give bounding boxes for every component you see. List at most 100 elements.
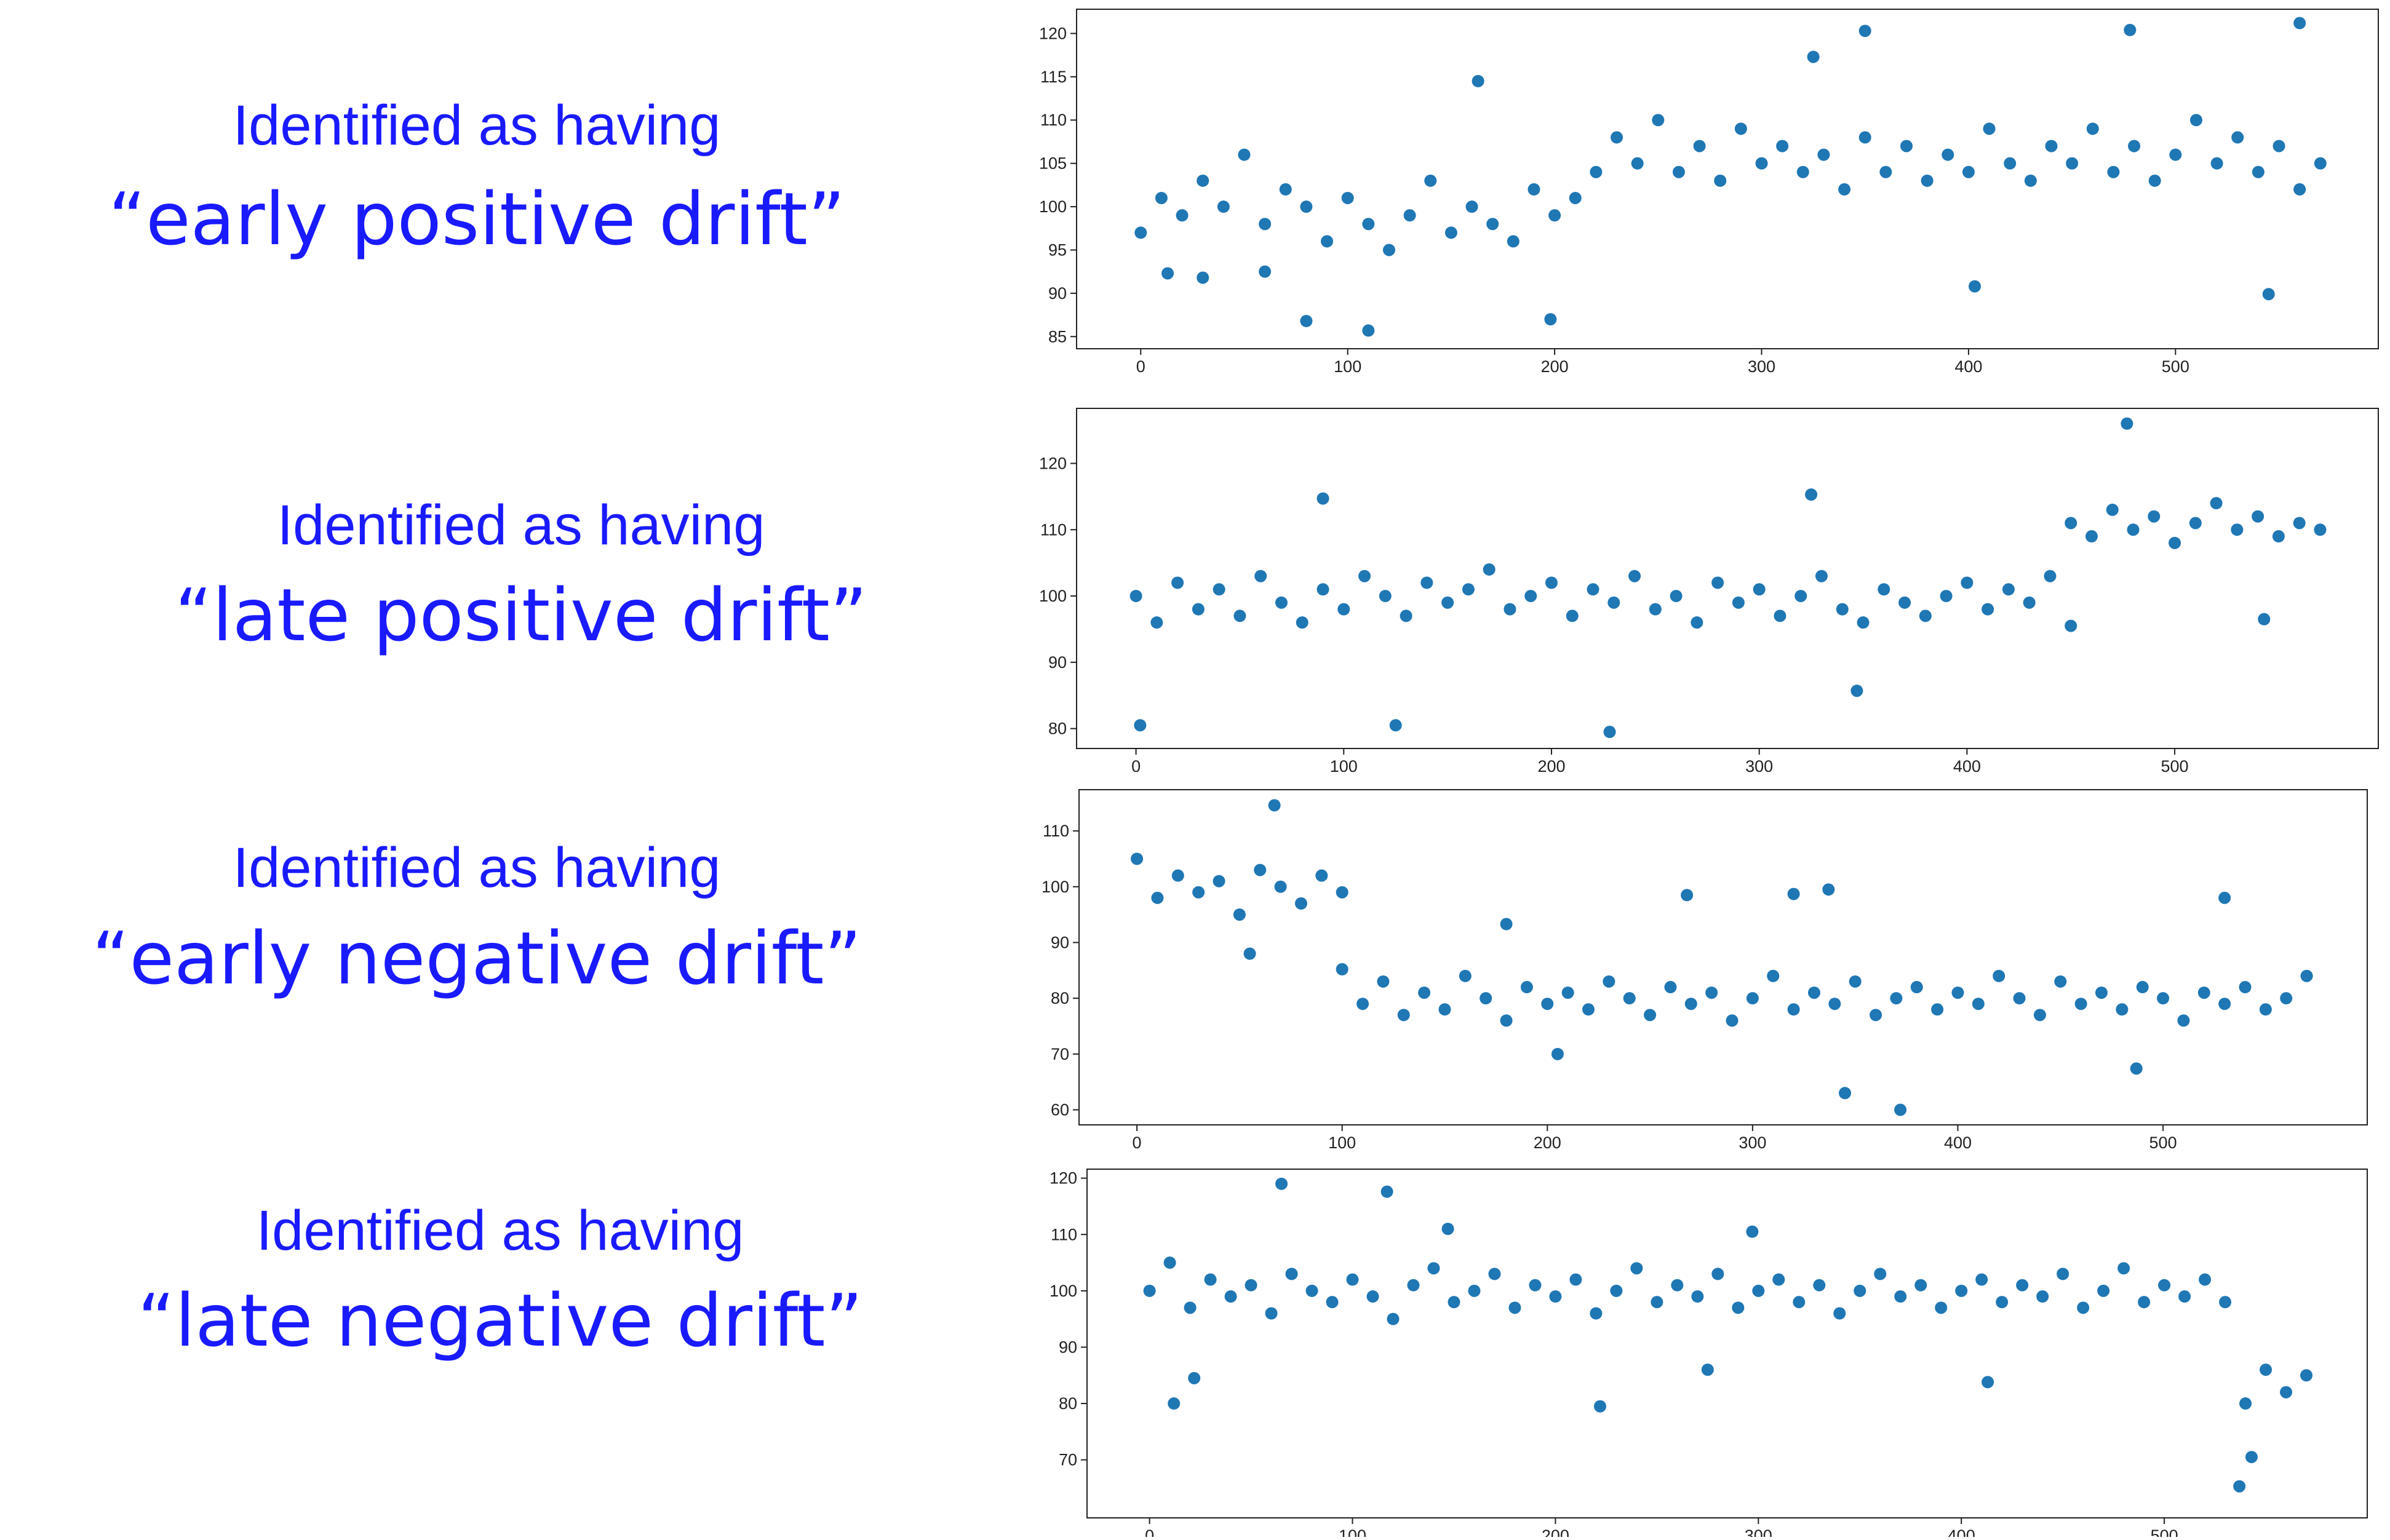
point <box>1420 576 1433 589</box>
x-tick-label: 100 <box>1330 757 1358 776</box>
point <box>1356 998 1369 1010</box>
point <box>2004 157 2017 170</box>
point <box>1213 875 1225 887</box>
caption-line: Identified as having <box>277 494 765 557</box>
point <box>1500 918 1513 931</box>
x-tick-label: 500 <box>2162 357 2189 376</box>
caption-line: Identified as having <box>233 94 721 157</box>
point <box>2016 1279 2029 1292</box>
point <box>1465 200 1478 213</box>
x-tick-label: 100 <box>1328 1133 1356 1152</box>
point <box>2210 497 2223 510</box>
point <box>1705 986 1718 999</box>
point <box>1734 122 1747 135</box>
point <box>1504 603 1516 616</box>
point <box>1900 140 1913 153</box>
point <box>1955 1284 1968 1297</box>
caption-drift: “early negative drift” <box>92 916 861 1001</box>
point <box>1670 590 1683 603</box>
point <box>1300 314 1313 327</box>
point <box>1879 165 1892 178</box>
y-tick-label: 70 <box>1051 1045 1069 1063</box>
point <box>1610 1284 1623 1297</box>
point <box>1569 191 1582 204</box>
y-tick-label: 90 <box>1048 653 1067 672</box>
y-tick-label: 120 <box>1050 1169 1077 1188</box>
point <box>1296 616 1309 629</box>
point <box>1850 685 1863 697</box>
point <box>1822 883 1835 896</box>
point <box>1972 998 1985 1010</box>
point <box>2013 992 2026 1005</box>
point <box>1362 324 1375 337</box>
point <box>1566 609 1579 622</box>
y-tick-label: 100 <box>1039 587 1067 605</box>
point <box>1774 609 1787 622</box>
point <box>2024 174 2037 187</box>
point <box>1279 183 1292 196</box>
point <box>1805 488 1818 501</box>
point <box>1362 218 1375 231</box>
point <box>1300 200 1313 213</box>
point <box>2138 1296 2151 1309</box>
point <box>1161 267 1174 280</box>
point <box>1590 165 1603 178</box>
point <box>2106 503 2119 516</box>
point <box>1500 1014 1513 1027</box>
point <box>1849 975 1862 988</box>
point <box>2314 523 2327 536</box>
point <box>1524 590 1537 603</box>
point <box>1681 889 1694 902</box>
point <box>2065 517 2077 530</box>
point <box>1921 174 1934 187</box>
x-tick-label: 200 <box>1537 757 1565 776</box>
x-tick-label: 200 <box>1534 1133 1561 1152</box>
point <box>1424 174 1437 187</box>
point <box>1238 148 1251 161</box>
point <box>1336 963 1348 975</box>
point <box>1894 1103 1907 1116</box>
x-tick-label: 300 <box>1745 1526 1772 1537</box>
y-tick-label: 90 <box>1048 284 1067 303</box>
point <box>2231 131 2244 144</box>
point <box>1870 1009 1882 1022</box>
point <box>1294 897 1307 910</box>
point <box>2293 183 2306 196</box>
point <box>1472 74 1484 87</box>
caption-drift: “early positive drift” <box>108 177 845 261</box>
point <box>1691 616 1703 629</box>
x-tick-label: 200 <box>1542 1526 1569 1537</box>
point <box>1168 1397 1181 1410</box>
point <box>1910 981 1923 994</box>
point <box>2148 174 2161 187</box>
y-tick-label: 110 <box>1051 1225 1077 1244</box>
point <box>2260 1363 2272 1376</box>
point <box>1787 1003 1800 1016</box>
point <box>2169 536 2181 549</box>
point <box>2177 1014 2190 1027</box>
point <box>1233 908 1246 921</box>
point <box>1603 726 1616 739</box>
point <box>1898 596 1911 609</box>
point <box>1746 992 1759 1005</box>
point <box>1828 998 1841 1010</box>
point <box>1507 235 1520 248</box>
point <box>1358 570 1371 582</box>
y-tick-label: 100 <box>1039 197 1067 216</box>
point <box>1528 183 1540 196</box>
point <box>1652 114 1665 127</box>
point <box>1684 998 1697 1010</box>
point <box>2218 891 2231 904</box>
point <box>1192 603 1205 616</box>
point <box>2130 1062 2143 1075</box>
point <box>2097 1284 2110 1297</box>
y-tick-label: 80 <box>1048 720 1067 738</box>
point <box>1630 1262 1643 1275</box>
point <box>1919 609 1932 622</box>
point <box>1651 1296 1663 1309</box>
caption-drift: “late positive drift” <box>175 573 867 657</box>
point <box>2218 998 2231 1010</box>
point <box>1982 603 1994 616</box>
point <box>1459 969 1472 982</box>
point <box>1631 157 1644 170</box>
